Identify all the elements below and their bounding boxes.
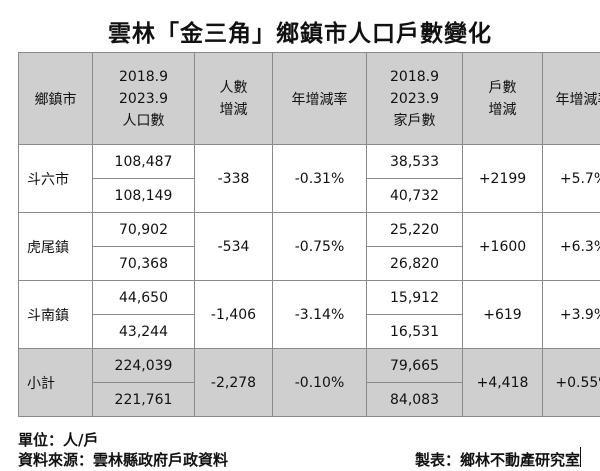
pop-2023: 43,244	[92, 314, 195, 349]
pop-rate: -0.31%	[272, 144, 367, 213]
header-hh-label: 家戶數	[393, 112, 436, 129]
pop-change: -534	[194, 212, 273, 281]
header-pop-rate: 年增減率	[272, 52, 367, 145]
pop-rate: -0.75%	[272, 212, 367, 281]
total-row-sub: 221,761 84,083	[19, 382, 600, 417]
header-pop-change: 人數 增減	[194, 52, 273, 145]
table-row: 斗南鎮 44,650 -1,406 -3.14% 15,912 +619 +3.…	[18, 280, 600, 349]
page-title: 雲林「金三角」鄉鎮市人口戶數變化	[108, 21, 492, 47]
population-table: 鄉鎮市 2018.9 2023.9 人口數 人數 增減 年增減率 2018.9 …	[18, 52, 600, 417]
total-row: 小計 224,039 -2,278 -0.10% 79,665 +4,418 +…	[18, 348, 600, 417]
total-pop-2023: 221,761	[92, 382, 195, 417]
header-township: 鄉鎮市	[18, 52, 93, 145]
pop-change: -338	[194, 144, 273, 213]
hh-2023: 16,531	[366, 314, 463, 349]
hh-2023: 26,820	[366, 246, 463, 281]
table-row-sub: 108,149 40,732	[19, 178, 600, 213]
header-population: 2018.9 2023.9 人口數	[92, 52, 195, 145]
table-row-sub: 43,244 16,531	[19, 314, 600, 349]
pop-rate: -3.14%	[272, 280, 367, 349]
total-hh-change: +4,418	[462, 348, 543, 417]
header-pop-label: 人口數	[122, 112, 165, 129]
hh-rate: +3.9%	[542, 280, 600, 349]
source-note: 資料來源：雲林縣政府戶政資料	[18, 451, 229, 469]
total-pop-rate: -0.10%	[272, 348, 367, 417]
table-row: 虎尾鎮 70,902 -534 -0.75% 25,220 +1600 +6.3…	[18, 212, 600, 281]
header-row: 鄉鎮市 2018.9 2023.9 人口數 人數 增減 年增減率 2018.9 …	[18, 52, 600, 145]
header-hh-change-line1: 戶數	[488, 79, 517, 96]
header-households: 2018.9 2023.9 家戶數	[366, 52, 463, 145]
header-pop-date2: 2023.9	[119, 90, 168, 107]
header-hh-change: 戶數 增減	[462, 52, 543, 145]
maker-note: 製表：鄉林不動產研究室	[414, 451, 580, 469]
header-pop-change-line2: 增減	[219, 101, 248, 118]
total-pop-change: -2,278	[194, 348, 273, 417]
hh-rate: +5.7%	[542, 144, 600, 213]
total-hh-rate: +0.55%	[542, 348, 600, 417]
header-pop-date1: 2018.9	[119, 68, 168, 85]
unit-note: 單位：人/戶	[18, 431, 99, 449]
pop-2018: 108,487	[92, 144, 195, 179]
header-hh-rate: 年增減率	[542, 52, 600, 145]
hh-2018: 15,912	[366, 280, 463, 315]
township-name: 斗六市	[18, 144, 93, 213]
hh-2018: 25,220	[366, 212, 463, 247]
text-cursor	[580, 447, 581, 467]
table-row-sub: 70,368 26,820	[19, 246, 600, 281]
township-name: 虎尾鎮	[18, 212, 93, 281]
hh-change: +2199	[462, 144, 543, 213]
header-hh-change-line2: 增減	[488, 101, 517, 118]
hh-2018: 38,533	[366, 144, 463, 179]
pop-2023: 70,368	[92, 246, 195, 281]
hh-2023: 40,732	[366, 178, 463, 213]
hh-change: +1600	[462, 212, 543, 281]
pop-2023: 108,149	[92, 178, 195, 213]
header-pop-change-line1: 人數	[219, 79, 248, 96]
pop-2018: 44,650	[92, 280, 195, 315]
total-pop-2018: 224,039	[92, 348, 195, 383]
total-hh-2023: 84,083	[366, 382, 463, 417]
pop-change: -1,406	[194, 280, 273, 349]
pop-2018: 70,902	[92, 212, 195, 247]
header-hh-date2: 2023.9	[390, 90, 439, 107]
total-hh-2018: 79,665	[366, 348, 463, 383]
total-label: 小計	[18, 348, 93, 417]
header-hh-date1: 2018.9	[390, 68, 439, 85]
hh-change: +619	[462, 280, 543, 349]
hh-rate: +6.3%	[542, 212, 600, 281]
table-row: 斗六市 108,487 -338 -0.31% 38,533 +2199 +5.…	[18, 144, 600, 213]
township-name: 斗南鎮	[18, 280, 93, 349]
